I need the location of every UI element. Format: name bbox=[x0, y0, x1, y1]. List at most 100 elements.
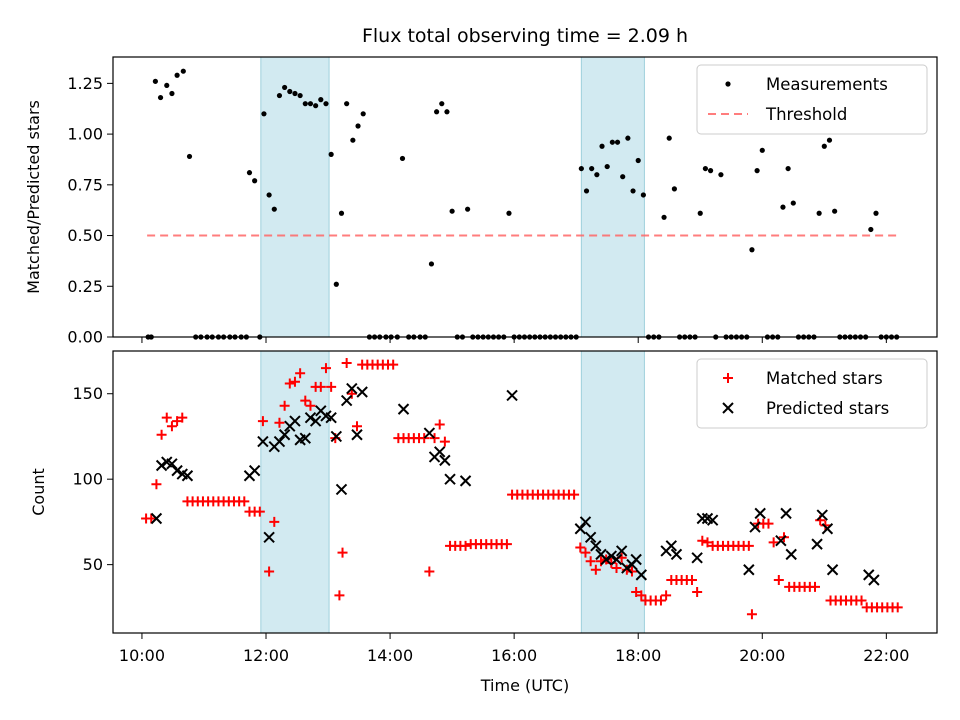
bottom-series-2-point-40 bbox=[584, 531, 597, 543]
bottom-series-2-point-13 bbox=[273, 435, 286, 448]
bottom-series-2-point-49 bbox=[630, 553, 642, 566]
top-series-1-point-39 bbox=[344, 101, 350, 107]
bottom-series-2-point-44 bbox=[605, 550, 618, 562]
bottom-y-tick-label-2: 100 bbox=[72, 470, 103, 489]
bottom-series-2-point-24 bbox=[330, 430, 343, 443]
bottom-series-2-point-63 bbox=[785, 548, 797, 561]
top-y-axis-label: Matched/Predicted stars bbox=[24, 100, 43, 294]
bottom-series-1-point-5 bbox=[161, 412, 172, 423]
bottom-series-2-point-52 bbox=[665, 540, 678, 552]
bottom-series-2-point-54 bbox=[691, 552, 703, 564]
bottom-series-2-point-25 bbox=[335, 483, 348, 496]
top-series-1-point-89 bbox=[609, 139, 615, 145]
bottom-series-1-point-86 bbox=[575, 542, 586, 553]
bottom-legend-box bbox=[696, 358, 928, 429]
top-series-1-point-61 bbox=[465, 206, 471, 212]
top-series-1-point-8 bbox=[180, 68, 186, 74]
bottom-series-2-point-37 bbox=[506, 389, 518, 402]
top-series-1-point-58 bbox=[449, 208, 455, 214]
bottom-series-1-point-89 bbox=[590, 564, 601, 575]
bottom-series-2-point-31 bbox=[423, 427, 436, 439]
top-series-1-point-85 bbox=[589, 165, 595, 172]
bottom-series-1-point-132 bbox=[810, 581, 821, 592]
top-series-1-point-91 bbox=[620, 174, 626, 180]
bottom-series-2-point-41 bbox=[590, 540, 602, 552]
top-series-1-point-35 bbox=[323, 101, 329, 107]
bottom-series-2-point-23 bbox=[325, 411, 337, 424]
bottom-x-tick-label-7: 22:00 bbox=[863, 646, 909, 665]
bottom-series-1-point-102 bbox=[655, 595, 666, 606]
bottom-series-1-point-96 bbox=[627, 566, 638, 577]
bottom-x-tick-label-1: 10:00 bbox=[119, 646, 165, 665]
top-series-1-point-99 bbox=[661, 214, 667, 220]
top-series-1-point-32 bbox=[307, 101, 314, 107]
bottom-series-2-point-69 bbox=[868, 574, 880, 586]
top-series-1-point-37 bbox=[333, 281, 339, 287]
top-shaded-interval-1 bbox=[260, 56, 330, 338]
bottom-series-1-point-148 bbox=[892, 602, 903, 613]
bottom-series-2-point-7 bbox=[181, 470, 194, 482]
top-series-1-point-26 bbox=[276, 92, 283, 99]
bottom-panel: 50 100 150 10:00 12:00 14:00 16:00 18:00 20:00 22… bbox=[72, 350, 938, 665]
top-series-1-point-90 bbox=[614, 139, 621, 145]
bottom-series-1-point-30 bbox=[289, 376, 300, 387]
bottom-series-2-point-64 bbox=[811, 538, 823, 550]
top-series-1-point-123 bbox=[785, 165, 791, 172]
bottom-series-2-point-2 bbox=[155, 459, 168, 472]
bottom-series-2-point-67 bbox=[826, 564, 839, 576]
bottom-series-2-point-1 bbox=[150, 512, 163, 525]
bottom-shaded-interval-2 bbox=[580, 350, 645, 634]
top-series-1-point-87 bbox=[599, 143, 605, 149]
bottom-series-1-point-41 bbox=[341, 357, 352, 368]
top-series-1-point-31 bbox=[302, 101, 308, 107]
bottom-series-1-point-85 bbox=[569, 489, 580, 500]
bottom-y-tick-label-3: 150 bbox=[72, 384, 103, 403]
bottom-series-2-point-59 bbox=[749, 521, 761, 533]
bottom-legend-marker-2 bbox=[722, 402, 734, 414]
bottom-series-1-point-28 bbox=[279, 400, 290, 411]
bottom-series-2-point-14 bbox=[278, 429, 291, 441]
bottom-series-2-point-61 bbox=[775, 535, 787, 547]
top-series-1-point-20 bbox=[246, 170, 253, 176]
top-series-1-point-4 bbox=[157, 94, 164, 101]
bottom-series-2-point-16 bbox=[289, 415, 301, 427]
bottom-series-1-point-29 bbox=[284, 378, 295, 389]
bottom-x-tick-label-2: 12:00 bbox=[243, 646, 289, 665]
bottom-plot-frame bbox=[112, 350, 938, 634]
top-series-1-point-3 bbox=[152, 78, 158, 84]
top-series-1-point-139 bbox=[868, 226, 874, 233]
top-series-1-point-7 bbox=[174, 72, 180, 78]
top-series-1-point-100 bbox=[666, 135, 672, 141]
bottom-series-1-point-59 bbox=[434, 419, 445, 430]
top-series-1-point-124 bbox=[790, 200, 796, 206]
top-series-1-point-118 bbox=[759, 147, 765, 153]
top-series-1-point-131 bbox=[826, 137, 833, 143]
bottom-series-1-point-4 bbox=[156, 429, 167, 440]
top-series-1-point-23 bbox=[261, 111, 267, 117]
bottom-series-2-point-19 bbox=[304, 411, 317, 424]
bottom-series-1-point-37 bbox=[326, 381, 337, 392]
top-series-1-point-57 bbox=[444, 109, 450, 115]
top-series-1-point-101 bbox=[671, 186, 677, 192]
top-plot-frame bbox=[112, 56, 938, 338]
bottom-y-tick-label-1: 50 bbox=[83, 555, 103, 574]
bottom-y-axis-label: Count bbox=[29, 468, 48, 516]
top-series-1-point-38 bbox=[338, 210, 345, 216]
top-legend-marker-1 bbox=[725, 81, 731, 87]
bottom-x-tick-label-3: 14:00 bbox=[367, 646, 413, 665]
bottom-series-1-point-8 bbox=[177, 412, 188, 423]
bottom-series-1-point-57 bbox=[424, 566, 435, 577]
top-series-1-point-130 bbox=[821, 143, 827, 149]
bottom-series-1-point-20 bbox=[239, 496, 250, 507]
bottom-series-1-point-87 bbox=[580, 547, 591, 558]
bottom-series-1-point-56 bbox=[419, 433, 430, 444]
bottom-series-1-point-93 bbox=[611, 563, 622, 574]
bottom-series-2-point-55 bbox=[696, 512, 709, 525]
bottom-legend-marker-1 bbox=[723, 373, 733, 383]
bottom-series-2-point-45 bbox=[610, 553, 623, 566]
top-y-tick-label-3: 0.50 bbox=[67, 226, 103, 245]
bottom-series-2-point-50 bbox=[635, 569, 648, 581]
bottom-series-2-point-20 bbox=[309, 415, 322, 427]
bottom-series-1-point-141 bbox=[856, 595, 867, 606]
top-series-1-point-108 bbox=[707, 168, 714, 174]
